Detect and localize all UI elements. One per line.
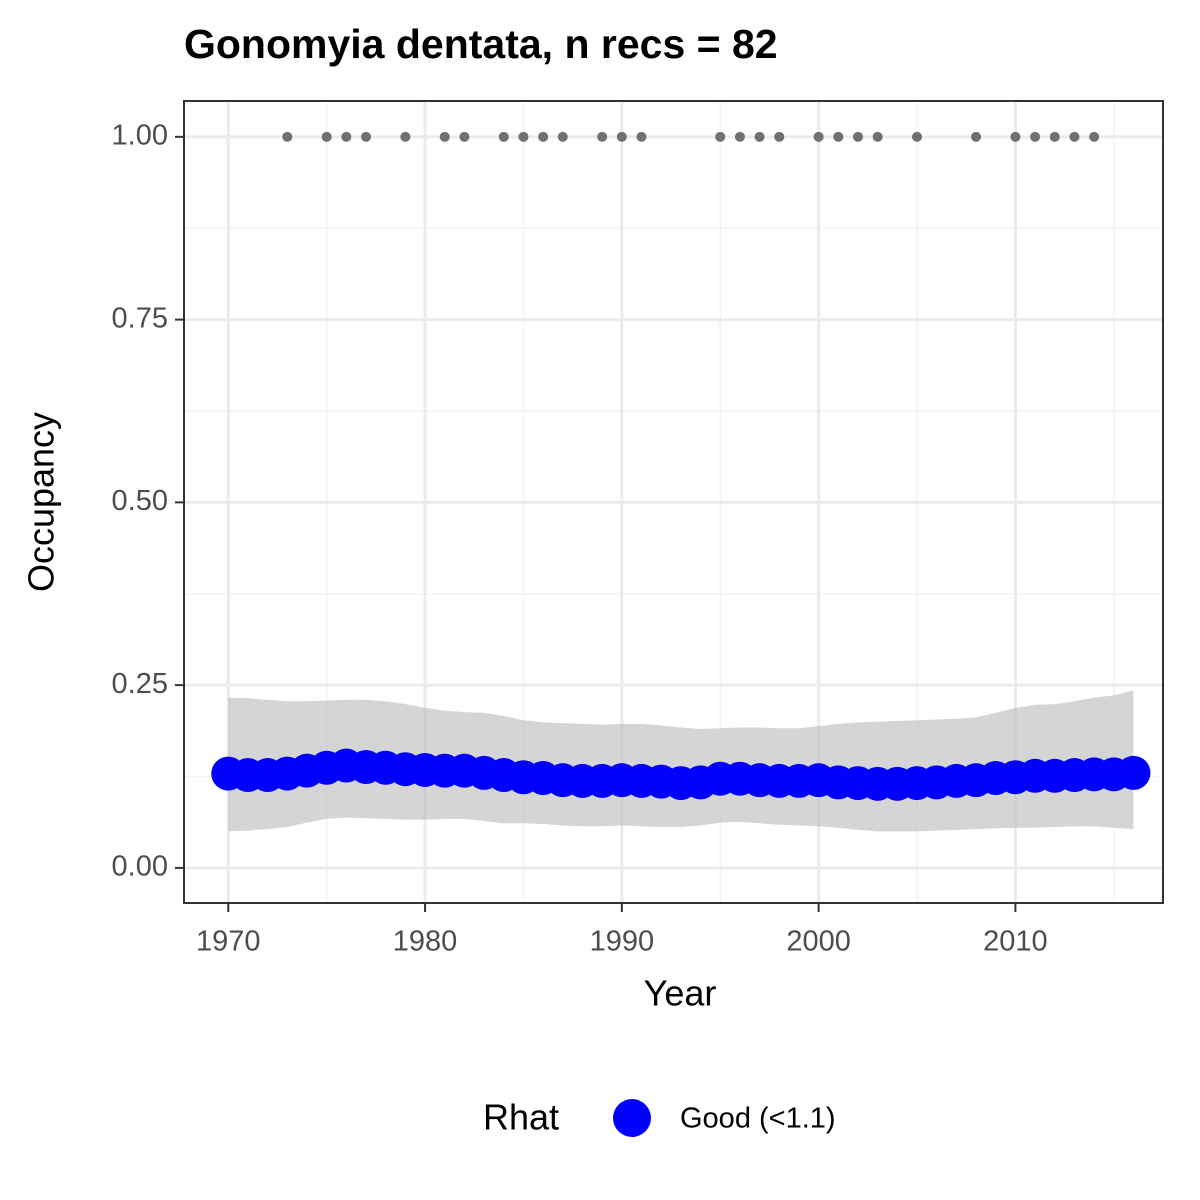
record-point <box>439 131 450 142</box>
record-point <box>282 131 293 142</box>
record-point <box>557 131 568 142</box>
legend-title: Rhat <box>483 1097 559 1138</box>
record-point <box>538 131 549 142</box>
legend-key <box>613 1099 651 1137</box>
record-point <box>341 131 352 142</box>
record-point <box>498 131 509 142</box>
record-point <box>616 131 627 142</box>
record-point <box>1010 131 1021 142</box>
record-point <box>1089 131 1100 142</box>
record-point <box>971 131 982 142</box>
y-tick-label: 0.00 <box>112 851 168 883</box>
record-point <box>715 131 726 142</box>
record-point <box>459 131 470 142</box>
record-point <box>734 131 745 142</box>
x-tick-label: 1980 <box>393 926 458 958</box>
record-point <box>400 131 411 142</box>
record-point <box>1069 131 1080 142</box>
occupancy-point <box>1116 755 1151 790</box>
x-tick-label: 2000 <box>786 926 851 958</box>
record-point <box>852 131 863 142</box>
y-tick-label: 0.75 <box>112 302 168 334</box>
record-point <box>833 131 844 142</box>
record-point <box>872 131 883 142</box>
y-tick-label: 0.25 <box>112 668 168 700</box>
y-axis-title: Occupancy <box>21 412 62 592</box>
record-point <box>754 131 765 142</box>
record-point <box>1030 131 1041 142</box>
legend-label: Good (<1.1) <box>680 1103 836 1135</box>
record-point <box>774 131 785 142</box>
x-tick-label: 1990 <box>590 926 655 958</box>
record-point <box>597 131 608 142</box>
record-point <box>518 131 529 142</box>
x-axis-title: Year <box>644 973 717 1014</box>
record-point <box>1049 131 1060 142</box>
x-tick-label: 1970 <box>196 926 261 958</box>
x-tick-label: 2010 <box>983 926 1048 958</box>
record-point <box>636 131 647 142</box>
chart-title: Gonomyia dentata, n recs = 82 <box>184 21 778 67</box>
record-point <box>912 131 923 142</box>
record-point <box>361 131 372 142</box>
y-tick-label: 1.00 <box>112 119 168 151</box>
y-tick-label: 0.50 <box>112 485 168 517</box>
record-point <box>813 131 824 142</box>
record-point <box>321 131 332 142</box>
